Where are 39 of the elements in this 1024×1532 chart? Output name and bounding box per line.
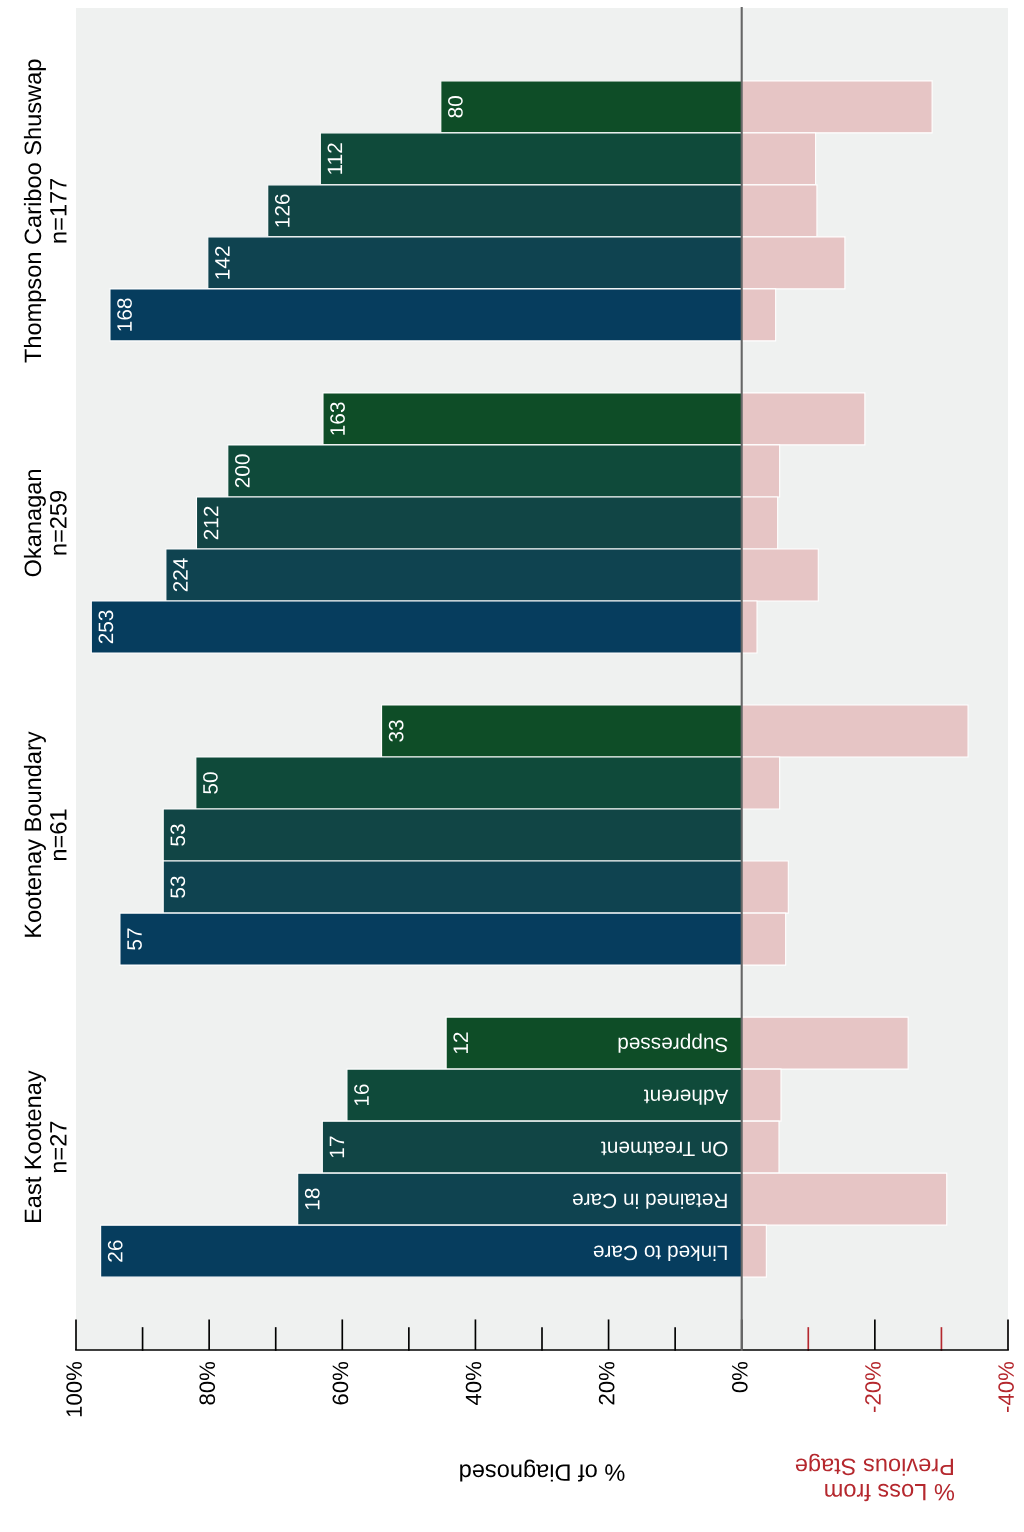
x-tick-label: 0% — [731, 1361, 748, 1393]
annotation: 53 — [170, 876, 186, 898]
annotation: 57 — [127, 928, 142, 950]
text: East Kootenay n=27 — [24, 1070, 67, 1222]
y-tick-label: On Treatment — [601, 1141, 728, 1157]
x-axis-title: % of Diagnosed — [460, 1459, 625, 1482]
annotation: 80 — [448, 96, 463, 118]
x-tick-label: 60% — [332, 1361, 349, 1405]
annotation: 50 — [203, 772, 218, 794]
annotation: 53 — [170, 824, 186, 846]
annotation: 168 — [117, 298, 132, 331]
annotation: 212 — [203, 506, 219, 540]
text: Thompson Cariboo Shuswap n=177 — [23, 59, 67, 363]
x-tick-label: 20% — [598, 1361, 615, 1405]
y-tick-label: Linked to Care — [593, 1245, 727, 1261]
text: Kootenay Boundary n=61 — [23, 731, 67, 937]
annotation: 200 — [234, 454, 250, 488]
text: Okanagan n=259 — [23, 470, 67, 577]
x-tick-label: 80% — [199, 1361, 216, 1405]
annotation: 142 — [215, 246, 230, 279]
x-tick-label: 100% — [66, 1361, 82, 1417]
y-tick-label: Retained in Care — [572, 1193, 727, 1209]
text: % Loss from Previous Stage — [795, 1453, 955, 1502]
annotation: 224 — [173, 558, 188, 592]
x-tick-label: -40% — [998, 1361, 1014, 1412]
annotation: 253 — [98, 610, 114, 644]
y-tick-label: Suppressed — [618, 1033, 728, 1053]
annotation: 163 — [330, 402, 345, 435]
x-tick-label: 40% — [465, 1361, 482, 1406]
annotation: 112 — [327, 143, 343, 174]
annotation: 18 — [304, 1188, 320, 1210]
annotation: 12 — [453, 1032, 468, 1054]
y-tick-label: Adherent — [644, 1089, 729, 1105]
annotation: 33 — [388, 720, 404, 742]
annotation: 26 — [107, 1240, 123, 1262]
annotation: 126 — [274, 194, 290, 227]
x-tick-label: -20% — [865, 1361, 881, 1412]
annotation: 17 — [329, 1136, 345, 1158]
annotation: 16 — [354, 1084, 369, 1106]
